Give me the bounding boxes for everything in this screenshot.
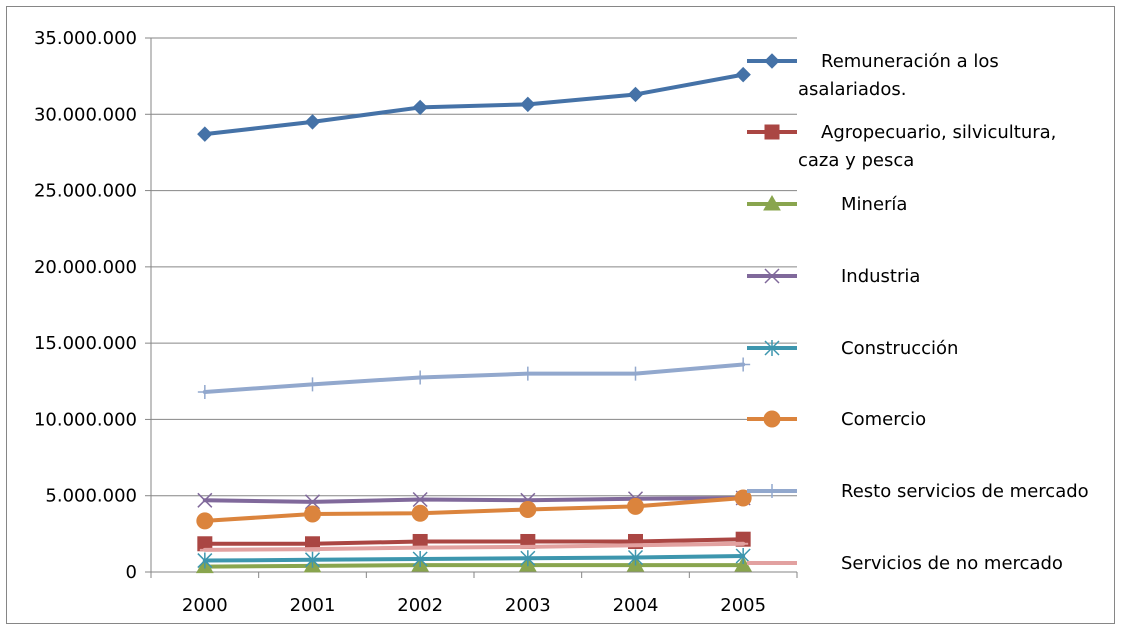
legend-marker: [764, 268, 780, 284]
x-tick-label: 2000: [182, 595, 228, 616]
series-line-resto-servicios-de-mercado: [202, 362, 746, 394]
y-tick-label: 15.000.000: [34, 333, 137, 354]
data-point-industria: [197, 492, 213, 508]
chart-frame: 0 5.000.000 10.000.000 15.000.000 20.000.000…: [6, 6, 1115, 624]
legend-label: asalariados.: [798, 79, 906, 100]
data-point-comercio: [411, 504, 429, 522]
y-tick-label: 0: [126, 562, 137, 583]
data-point-remuneracion-a-los-asalariados: [520, 96, 536, 113]
data-point-comercio: [304, 505, 321, 523]
legend-item-agropecuario-silvicultura-caza-y-pesca: Agropecuario, silvicultura, caza y pesca: [747, 122, 1056, 171]
x-tick-label: 2004: [613, 595, 659, 616]
data-point-comercio: [519, 500, 537, 518]
legend-label: Minería: [841, 194, 907, 215]
legend-label: Comercio: [841, 409, 926, 430]
data-point-industria: [304, 494, 321, 510]
series-line-mineria: [202, 563, 746, 569]
legend-item-remuneracion-a-los-asalariados: Remuneración a los asalariados.: [747, 51, 999, 100]
y-tick-label: 20.000.000: [34, 257, 137, 278]
data-point-comercio: [627, 497, 644, 515]
x-tick-label: 2001: [290, 595, 336, 616]
data-point-construccion: [627, 549, 644, 566]
legend-label: Servicios de no mercado: [841, 553, 1063, 574]
data-point-resto-servicios-de-mercado: [736, 357, 751, 372]
series-line-comercio: [202, 496, 746, 523]
legend-item-resto-servicios-de-mercado: Resto servicios de mercado: [747, 481, 1089, 502]
data-point-resto-servicios-de-mercado: [628, 366, 643, 381]
x-tick-label: 2003: [505, 595, 551, 616]
axes: 0 5.000.000 10.000.000 15.000.000 20.000.000…: [34, 28, 798, 616]
line-chart: 0 5.000.000 10.000.000 15.000.000 20.000.000…: [34, 28, 1089, 616]
legend-label: Construcción: [841, 338, 958, 359]
x-tick-label: 2002: [397, 595, 443, 616]
data-point-remuneracion-a-los-asalariados: [304, 114, 321, 130]
series-lines: [195, 66, 753, 574]
x-tick-label: 2005: [720, 595, 766, 616]
legend-label: Resto servicios de mercado: [841, 481, 1089, 502]
y-tick-label: 25.000.000: [34, 181, 137, 202]
legend-label: caza y pesca: [798, 150, 914, 171]
data-point-remuneracion-a-los-asalariados: [735, 66, 751, 83]
series-line-construccion: [202, 553, 746, 563]
data-point-remuneracion-a-los-asalariados: [627, 86, 644, 103]
y-tick-label: 5.000.000: [45, 486, 137, 507]
series-line-remuneracion-a-los-asalariados: [202, 72, 746, 137]
legend-marker: [765, 484, 779, 498]
gridlines: [151, 37, 797, 497]
data-point-construccion: [197, 552, 213, 569]
legend-marker: [764, 340, 780, 356]
legend-item-comercio: Comercio: [747, 409, 926, 430]
data-point-comercio: [734, 489, 752, 507]
data-point-resto-servicios-de-mercado: [305, 377, 320, 392]
legend: Remuneración a los asalariados. Agropecuar…: [747, 51, 1089, 574]
legend-label: Industria: [841, 266, 920, 287]
data-point-comercio: [196, 512, 214, 530]
legend-marker: [764, 124, 780, 140]
data-point-industria: [412, 491, 428, 508]
data-point-construccion: [412, 551, 428, 568]
series-line-servicios-de-no-mercado: [202, 541, 746, 552]
legend-label: Agropecuario, silvicultura,: [821, 122, 1056, 143]
data-point-construccion: [304, 551, 321, 568]
data-point-resto-servicios-de-mercado: [197, 384, 212, 399]
y-tick-label: 35.000.000: [34, 28, 137, 49]
legend-item-industria: Industria: [747, 266, 920, 287]
data-point-resto-servicios-de-mercado: [520, 366, 535, 381]
series-line-industria: [202, 496, 746, 504]
data-point-remuneracion-a-los-asalariados: [412, 99, 428, 116]
legend-item-construccion: Construcción: [747, 338, 958, 359]
series-line-agropecuario-silvicultura-caza-y-pesca: [202, 537, 746, 546]
legend-label: Remuneración a los: [821, 51, 999, 72]
data-point-construccion: [735, 547, 751, 564]
y-tick-label: 10.000.000: [34, 409, 137, 430]
data-point-remuneracion-a-los-asalariados: [197, 126, 213, 142]
legend-marker: [763, 194, 781, 211]
data-point-resto-servicios-de-mercado: [413, 370, 428, 385]
y-tick-label: 30.000.000: [34, 104, 137, 125]
legend-marker: [764, 53, 780, 69]
legend-item-mineria: Minería: [747, 194, 907, 215]
legend-item-servicios-de-no-mercado: Servicios de no mercado: [747, 553, 1063, 574]
legend-marker: [763, 410, 781, 428]
data-point-construccion: [520, 550, 536, 567]
